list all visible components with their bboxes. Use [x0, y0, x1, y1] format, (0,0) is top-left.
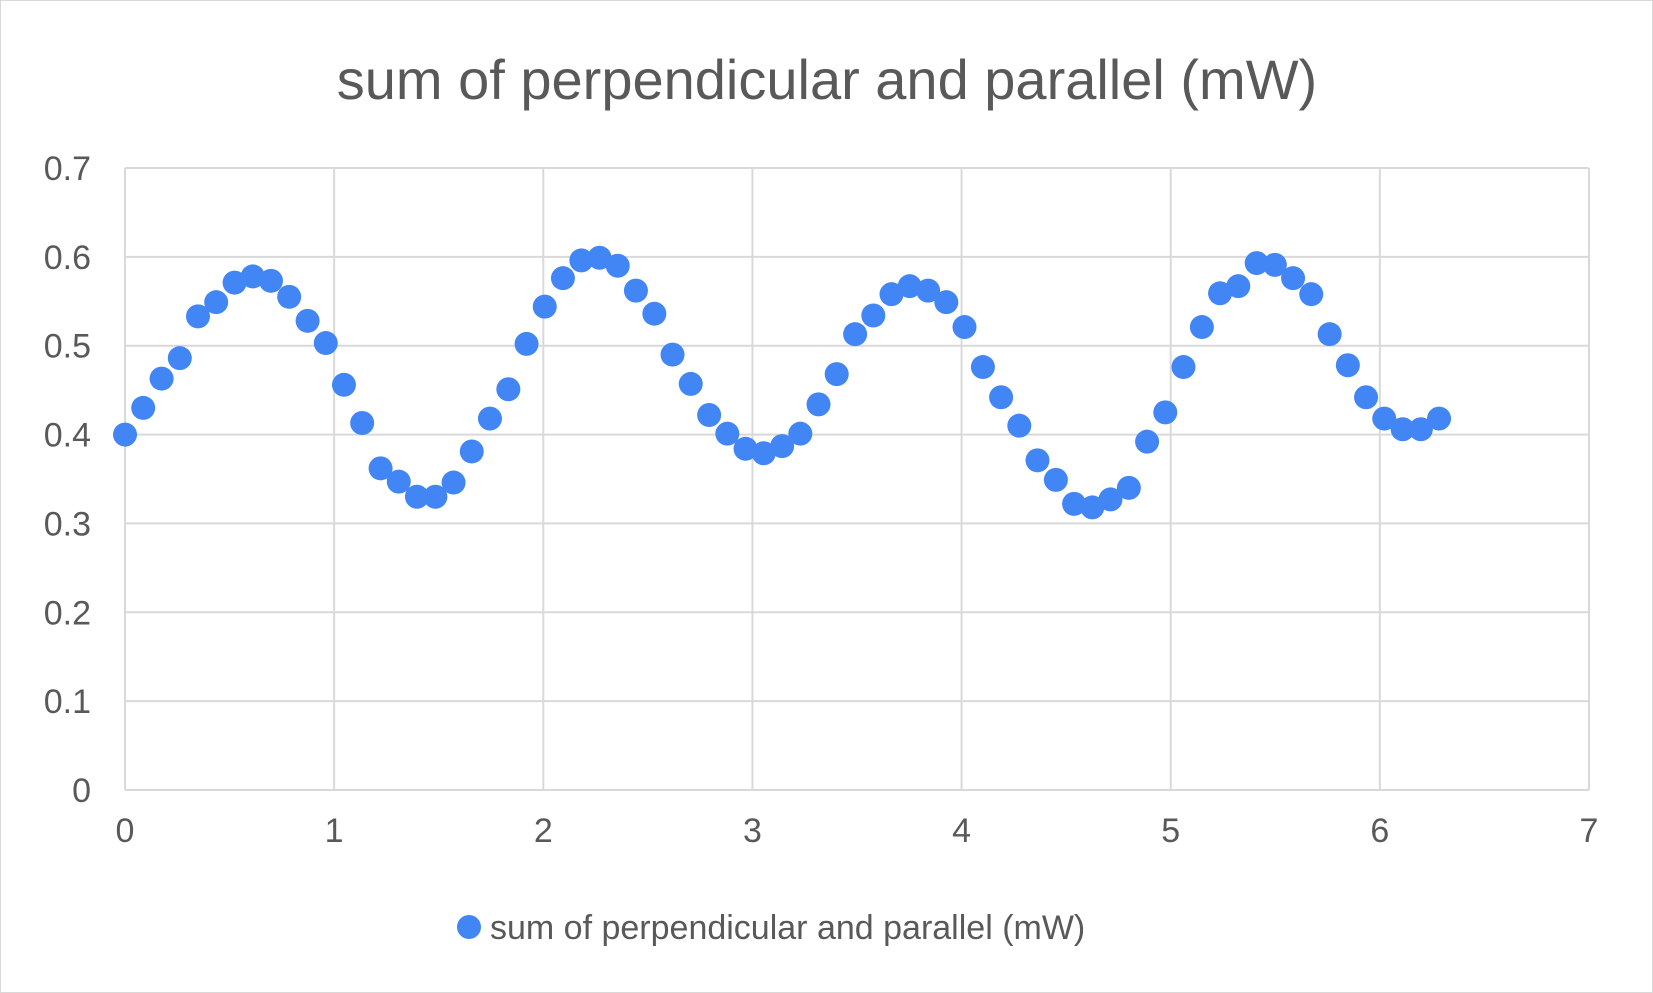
data-point	[1025, 448, 1050, 473]
x-tick-label: 3	[743, 812, 762, 850]
data-point	[660, 342, 685, 367]
data-point	[879, 282, 904, 307]
y-tick-label: 0.2	[44, 594, 91, 632]
x-tick-label: 6	[1370, 812, 1389, 850]
data-point	[1281, 266, 1306, 291]
data-point	[441, 470, 466, 495]
data-point	[1098, 487, 1123, 512]
data-point	[970, 355, 995, 380]
data-point	[989, 385, 1014, 410]
data-point	[1372, 406, 1397, 431]
data-points	[113, 245, 1452, 520]
data-point	[532, 294, 557, 319]
data-point	[569, 248, 594, 273]
data-point	[788, 421, 813, 446]
data-point	[459, 439, 484, 464]
data-point	[331, 372, 356, 397]
data-point	[258, 268, 283, 293]
data-point	[1080, 495, 1105, 520]
data-point	[550, 266, 575, 291]
data-point	[496, 377, 521, 402]
data-point	[642, 301, 667, 326]
legend-marker	[457, 915, 481, 939]
data-point	[1335, 353, 1360, 378]
data-point	[715, 421, 740, 446]
data-point	[204, 290, 229, 315]
data-point	[934, 290, 959, 315]
chart-title: sum of perpendicular and parallel (mW)	[337, 48, 1317, 111]
y-tick-label: 0.6	[44, 239, 91, 277]
data-point	[1226, 274, 1251, 299]
data-point	[1116, 475, 1141, 500]
data-point	[404, 484, 429, 509]
x-tick-label: 2	[534, 812, 553, 850]
data-point	[149, 366, 174, 391]
data-point	[623, 278, 648, 303]
data-point	[477, 406, 502, 431]
data-point	[952, 315, 977, 340]
data-point	[587, 245, 612, 270]
data-point	[1043, 467, 1068, 492]
data-point	[1208, 281, 1233, 306]
y-tick-label: 0.3	[44, 505, 91, 543]
data-point	[697, 403, 722, 428]
data-point	[1390, 417, 1415, 442]
data-point	[386, 469, 411, 494]
data-point	[1317, 322, 1342, 347]
data-point	[1299, 282, 1324, 307]
data-point	[770, 434, 795, 459]
y-tick-label: 0.5	[44, 328, 91, 366]
x-tick-label: 5	[1161, 812, 1180, 850]
y-tick-label: 0.4	[44, 417, 91, 455]
data-point	[368, 456, 393, 481]
data-point	[1244, 251, 1269, 276]
data-point	[222, 270, 247, 295]
x-tick-label: 7	[1580, 812, 1599, 850]
data-point	[167, 346, 192, 371]
data-point	[1007, 413, 1032, 438]
y-tick-label: 0.1	[44, 683, 91, 721]
grid-lines	[124, 167, 1590, 791]
data-point	[751, 441, 776, 466]
data-point	[916, 278, 941, 303]
data-point	[1427, 406, 1452, 431]
data-point	[313, 331, 338, 356]
data-point	[1262, 252, 1287, 277]
data-point	[1408, 417, 1433, 442]
data-point	[1171, 355, 1196, 380]
data-point	[843, 322, 868, 347]
data-point	[1354, 385, 1379, 410]
x-tick-label: 0	[116, 812, 135, 850]
data-point	[733, 436, 758, 461]
data-point	[113, 422, 137, 447]
legend: sum of perpendicular and parallel (mW)	[457, 909, 1085, 947]
data-point	[1153, 400, 1178, 425]
data-point	[423, 484, 448, 509]
data-point	[350, 411, 375, 436]
data-point	[240, 264, 265, 289]
y-tick-label: 0.7	[44, 150, 91, 188]
data-point	[277, 284, 302, 309]
data-point	[1189, 315, 1214, 340]
data-point	[678, 371, 703, 396]
axis-tick-labels: 0 0.1 0.2 0.3 0.4 0.5 0.6 0.7 0 1 2 3 4 5 6 7	[44, 150, 1599, 850]
x-tick-label: 4	[952, 812, 971, 850]
data-point	[185, 304, 210, 329]
data-point	[1062, 491, 1087, 516]
data-point	[861, 303, 886, 328]
data-point	[514, 331, 539, 356]
data-point	[806, 392, 831, 417]
data-point	[295, 308, 320, 333]
legend-label: sum of perpendicular and parallel (mW)	[490, 909, 1085, 947]
data-point	[1135, 429, 1160, 454]
data-point	[605, 253, 630, 278]
data-point	[897, 274, 922, 299]
data-point	[824, 362, 849, 387]
x-tick-label: 1	[325, 812, 344, 850]
data-point	[131, 395, 156, 420]
y-tick-label: 0	[72, 772, 91, 810]
